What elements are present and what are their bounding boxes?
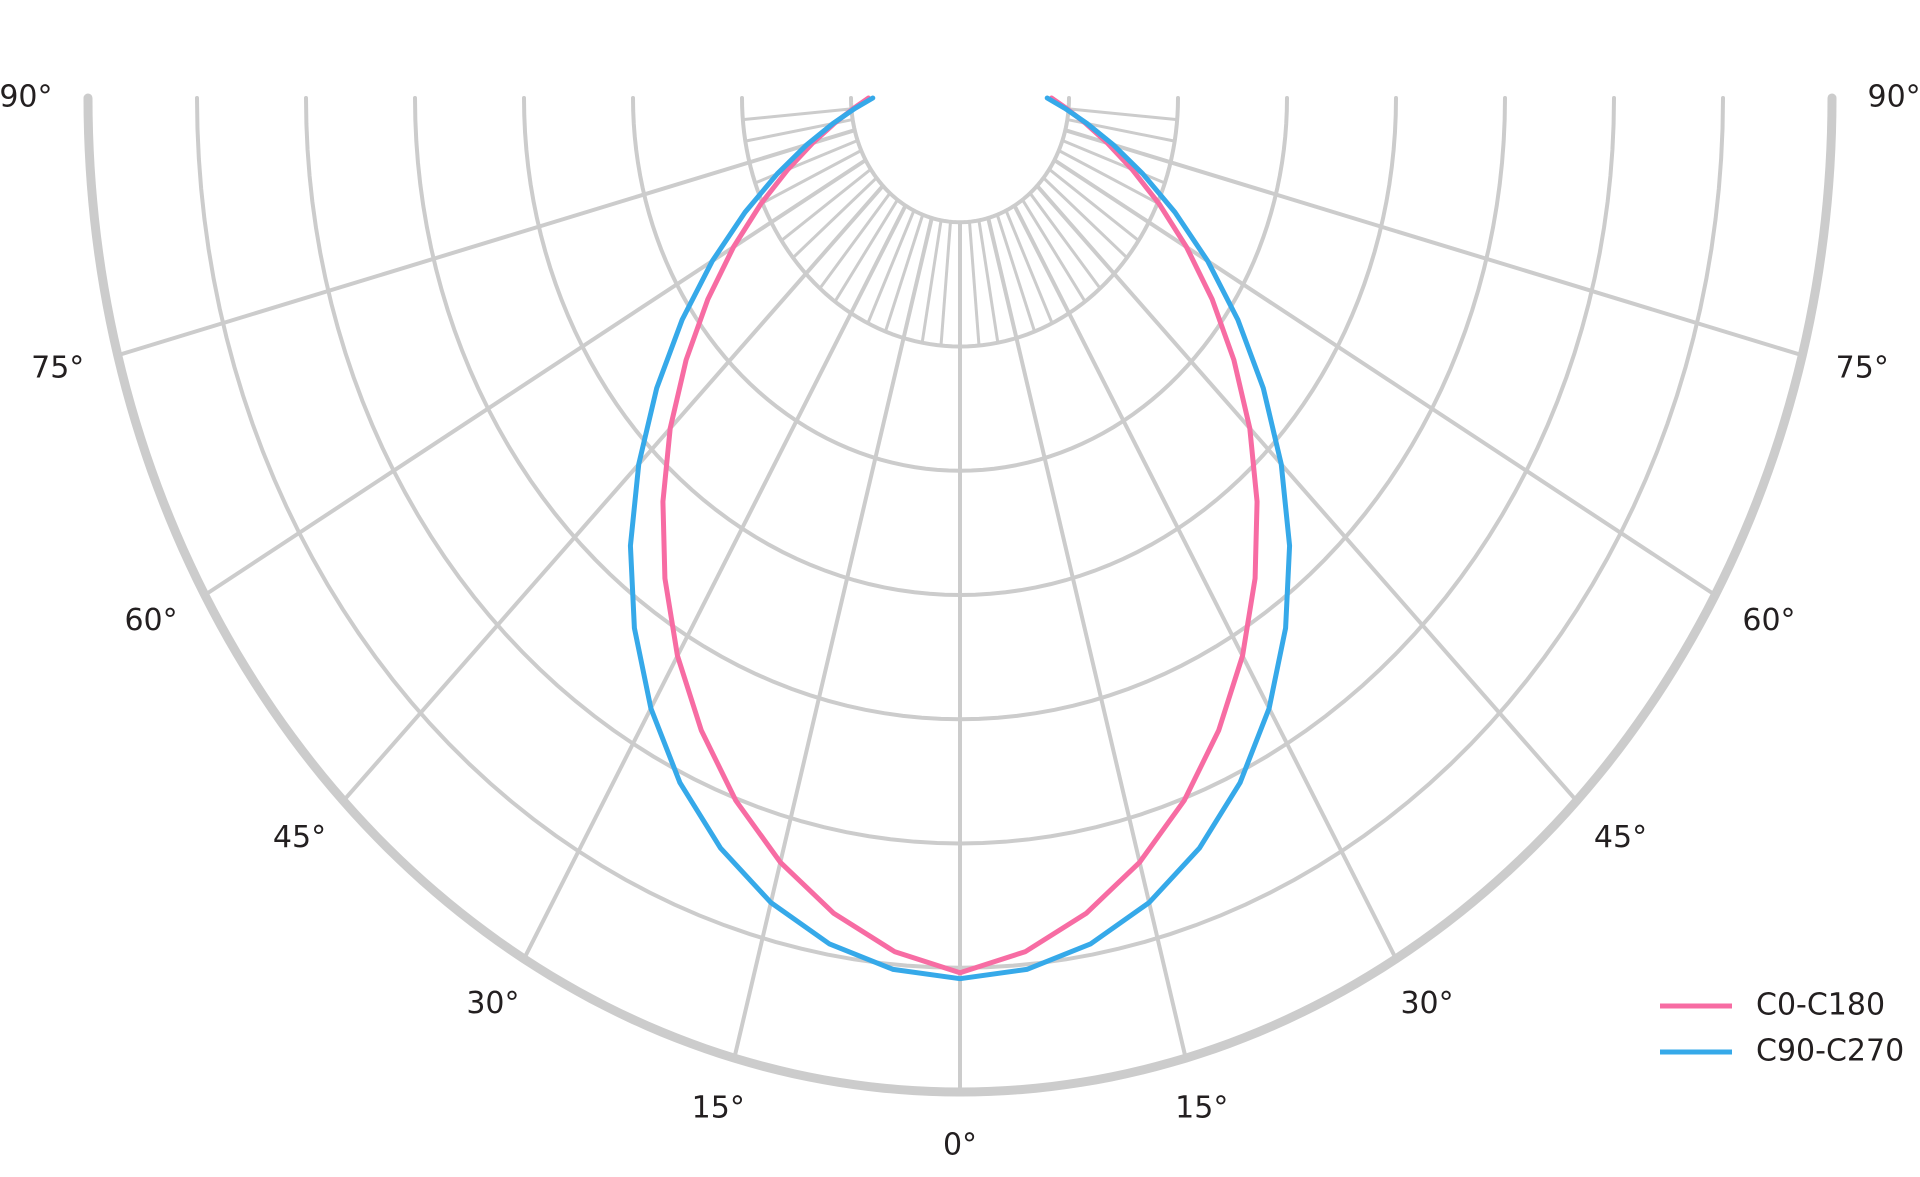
angular-gridline--30deg: [522, 204, 908, 960]
angle-label-left-45: 45°: [273, 820, 326, 855]
angle-label-right-15: 15°: [1175, 1091, 1228, 1126]
angle-label-right-60: 60°: [1742, 603, 1795, 638]
angular-gridline-85deg: [1068, 107, 1178, 122]
angular-gridline--35deg: [833, 198, 899, 303]
angular-gridline-65deg: [1058, 149, 1159, 205]
angular-gridline--25deg: [866, 210, 916, 324]
angle-label-right-45: 45°: [1594, 820, 1647, 855]
angular-gridline--40deg: [818, 192, 892, 290]
angular-gridline--45deg: [341, 184, 885, 803]
angle-label-left-30: 30°: [466, 986, 519, 1021]
angle-labels-group: 90° 75° 60° 45° 30° 15° 90° 75° 60° 45° 30° 15° 0°: [0, 80, 1920, 1163]
data-series-group: [627, 95, 1293, 982]
angular-gridline--65deg: [761, 149, 862, 205]
series-curve-c0-c180: [660, 95, 1260, 976]
legend: C0-C180 C90-C270: [1660, 988, 1904, 1069]
legend-label-c90-c270: C90-C270: [1756, 1034, 1904, 1069]
angular-gridline--85deg: [742, 107, 852, 122]
angular-gridline--70deg: [754, 139, 859, 185]
angular-gridline-20deg: [995, 214, 1036, 332]
angle-label-right-75: 75°: [1836, 350, 1889, 385]
angle-label-left-90: 90°: [0, 80, 52, 115]
angular-gridlines-group: [117, 107, 1803, 1092]
angular-gridline--55deg: [780, 168, 872, 242]
angular-gridline-30deg: [1012, 204, 1398, 960]
angular-gridline-5deg: [968, 221, 981, 346]
angle-label-right-30: 30°: [1400, 986, 1453, 1021]
angular-gridline-75deg: [1064, 128, 1803, 358]
outer-boundary-arc: [83, 93, 1837, 1097]
outer-arc-90deg: [83, 93, 1837, 1097]
angle-label-left-60: 60°: [124, 603, 177, 638]
angular-gridline-70deg: [1061, 139, 1166, 185]
angular-gridline--10deg: [920, 220, 943, 343]
angular-gridline-50deg: [1042, 176, 1129, 259]
angular-gridline--60deg: [203, 158, 867, 597]
angular-gridline--20deg: [884, 214, 925, 332]
angular-gridline-40deg: [1028, 192, 1102, 290]
angular-gridline--5deg: [939, 221, 952, 346]
angular-gridline-60deg: [1053, 158, 1717, 597]
angular-gridline-55deg: [1048, 168, 1140, 242]
angular-gridline--75deg: [117, 128, 856, 358]
angle-label-left-75: 75°: [31, 350, 84, 385]
angle-label-center-0: 0°: [943, 1128, 977, 1163]
angle-label-left-15: 15°: [692, 1091, 745, 1126]
angular-gridline--50deg: [791, 176, 878, 259]
angle-label-right-90: 90°: [1868, 80, 1920, 115]
angular-gridline--15deg: [732, 217, 934, 1059]
angular-gridline-45deg: [1035, 184, 1579, 803]
angular-gridline-35deg: [1021, 198, 1087, 303]
series-curve-c90-c270: [627, 95, 1293, 982]
angular-gridline-25deg: [1004, 210, 1054, 324]
angular-gridline-15deg: [986, 217, 1188, 1059]
legend-label-c0-c180: C0-C180: [1756, 988, 1885, 1023]
angular-gridline-10deg: [977, 220, 1000, 343]
